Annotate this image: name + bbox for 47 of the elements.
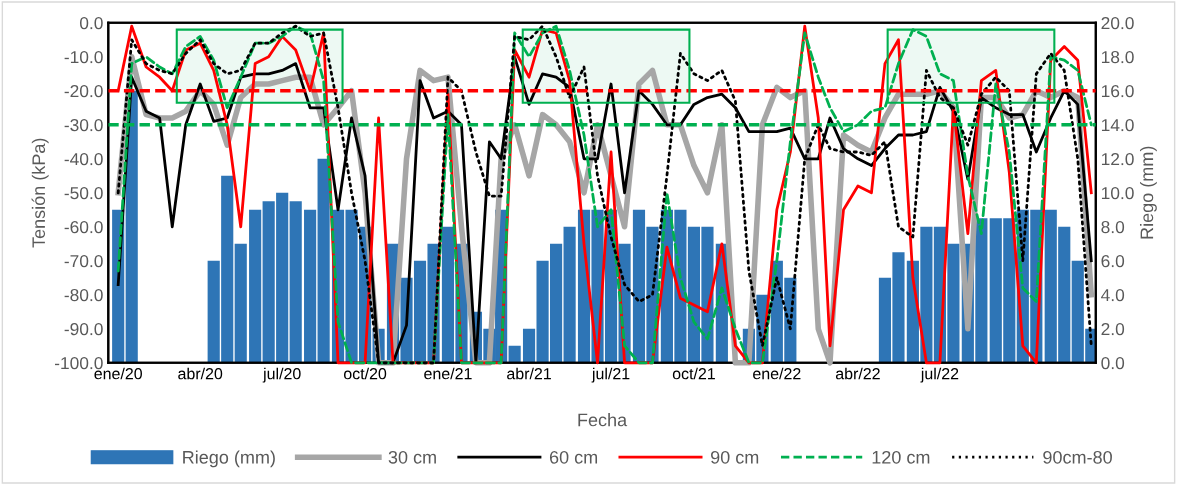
y-tick-label: -80.0: [64, 288, 103, 302]
y-tick-label: -20.0: [64, 84, 103, 98]
y-tick-label: -70.0: [64, 254, 103, 268]
bar: [249, 209, 262, 363]
bar: [304, 209, 317, 363]
y2-tick-label: 2.0: [1101, 322, 1125, 336]
legend-label: 120 cm: [872, 450, 930, 464]
legend-label: 90 cm: [711, 450, 759, 464]
y2-tick-label: 12.0: [1101, 152, 1134, 166]
y-tick-label: -50.0: [64, 186, 103, 200]
y2-tick-label: 10.0: [1101, 186, 1134, 200]
legend-label: 90cm-80: [1043, 450, 1112, 464]
bar: [317, 158, 330, 363]
legend-label: 30 cm: [388, 450, 436, 464]
x-tick-label: jul/20: [262, 367, 301, 383]
y-tick-label: 0.0: [79, 16, 103, 30]
x-tick-label: oct/20: [343, 367, 387, 380]
y2-tick-label: 4.0: [1101, 288, 1125, 302]
x-tick-label: abr/20: [178, 367, 223, 380]
y-tick-label: -40.0: [64, 152, 103, 166]
y2-tick-label: 6.0: [1101, 254, 1125, 268]
bar: [508, 345, 521, 363]
y2-tick-label: 0.0: [1101, 356, 1125, 370]
y-axis-title: Tensión (kPa): [31, 138, 49, 248]
legend-label: Riego (mm): [183, 450, 275, 468]
y-tick-label: -30.0: [64, 118, 103, 132]
x-tick-label: ene/22: [753, 367, 801, 380]
legend-label: 60 cm: [549, 450, 598, 464]
y2-tick-label: 16.0: [1101, 84, 1134, 98]
x-tick-label: ene/21: [424, 367, 472, 380]
x-tick-label: abr/22: [835, 367, 880, 380]
x-tick-label: oct/21: [672, 367, 715, 380]
y2-tick-label: 20.0: [1101, 16, 1134, 30]
y-tick-label: -60.0: [64, 220, 103, 234]
bar: [289, 201, 302, 363]
x-axis-title: Fecha: [578, 413, 628, 427]
bar: [234, 243, 247, 363]
y-tick-label: -10.0: [64, 50, 103, 64]
x-tick-label: abr/21: [507, 367, 551, 380]
bar: [563, 226, 576, 363]
x-tick-label: jul/22: [920, 367, 959, 383]
y-tick-label: -90.0: [64, 322, 103, 336]
y2-tick-label: 18.0: [1101, 50, 1134, 64]
y2-tick-label: 8.0: [1101, 220, 1125, 234]
x-tick-label: jul/21: [591, 367, 630, 383]
y2-tick-label: 14.0: [1101, 118, 1134, 132]
y2-axis-title: Riego (mm): [1139, 146, 1157, 239]
